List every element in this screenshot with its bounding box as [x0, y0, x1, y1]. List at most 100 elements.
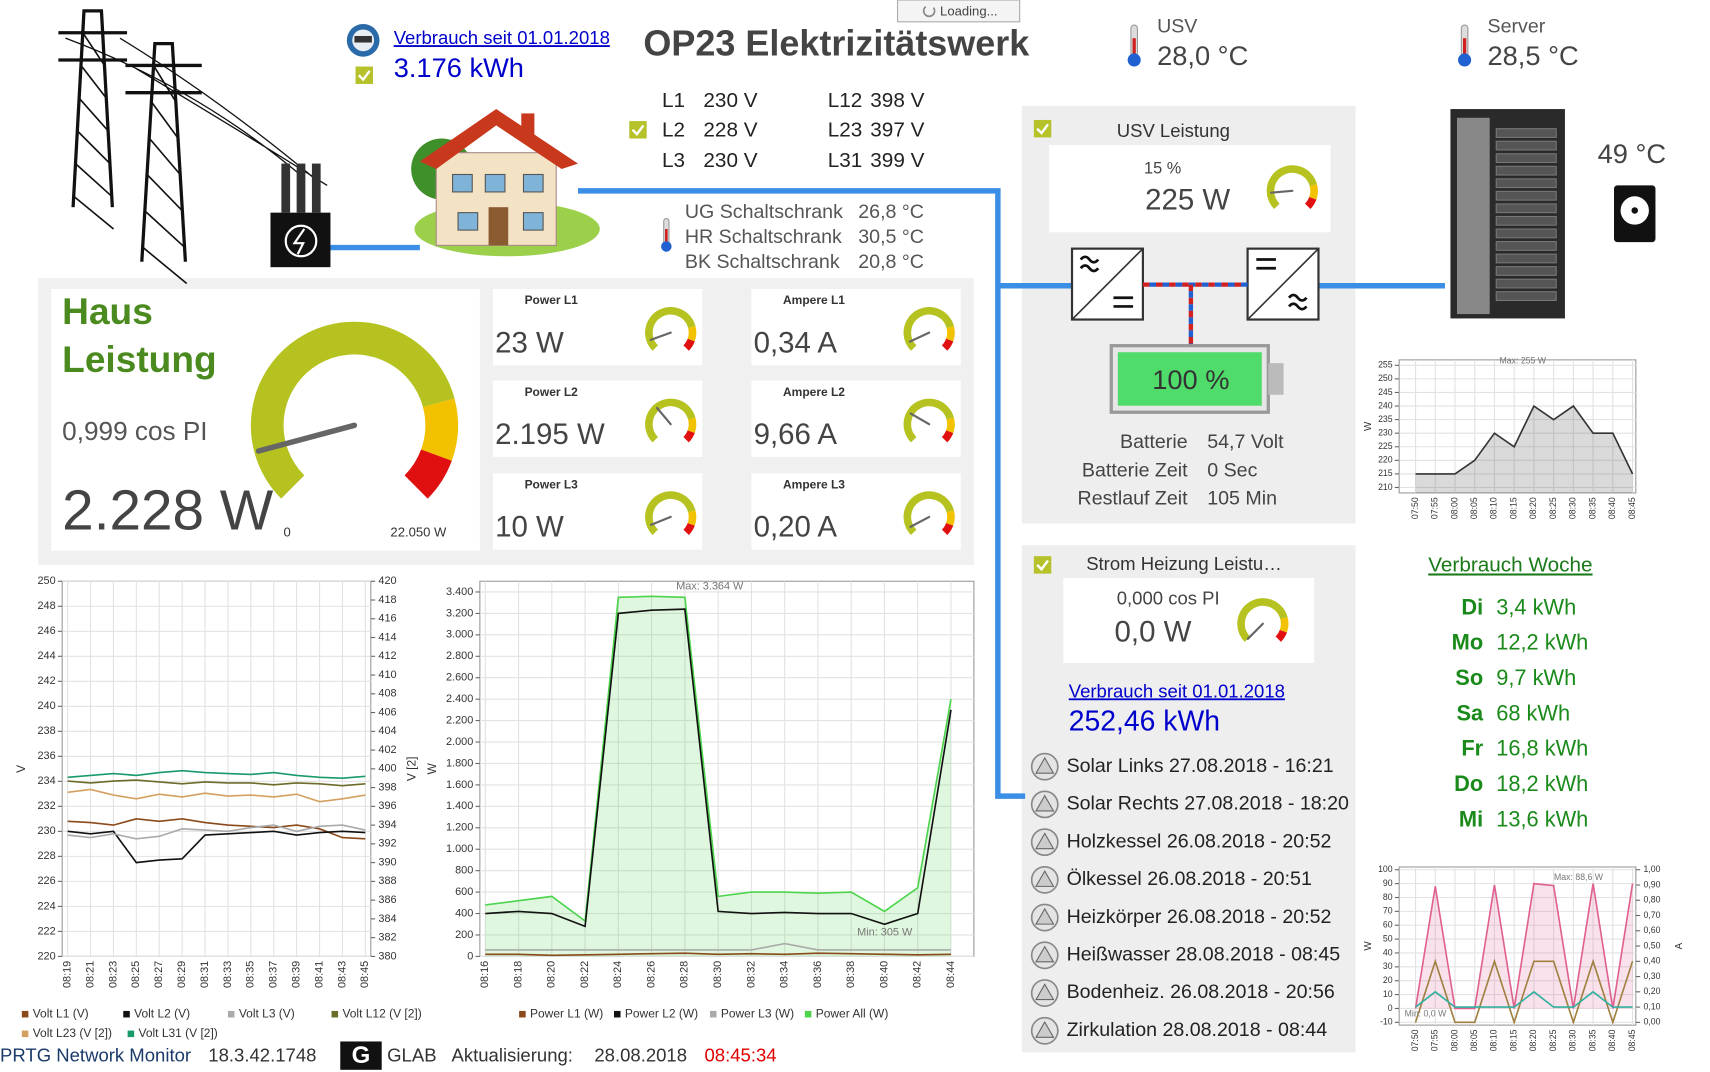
- legend-entry: Volt L12 (V [2]): [342, 1006, 421, 1020]
- x-tick-label: 08:10: [1489, 1029, 1499, 1051]
- y-tick-label: 10: [1383, 989, 1393, 999]
- y-tick-label: 388: [378, 875, 396, 887]
- y-tick-label: 1,00: [1643, 864, 1660, 874]
- x-tick-label: 08:05: [1469, 497, 1479, 519]
- pylon: [71, 9, 114, 208]
- annotation: Max: 88,6 W: [1554, 872, 1604, 882]
- y-tick-label: 408: [378, 688, 396, 700]
- gauge-max: 22.050 W: [390, 525, 447, 540]
- gauge-arc: [420, 398, 459, 461]
- server-unit: [1495, 140, 1557, 151]
- pylon: [142, 246, 188, 285]
- checkbox-icon: [1033, 119, 1052, 138]
- legend-swatch: [331, 1010, 339, 1018]
- y-axis-label: W: [425, 762, 439, 774]
- pylon: [78, 97, 109, 132]
- series-area: [485, 596, 951, 957]
- thermometer-icon: [661, 241, 672, 252]
- gauge-needle: [649, 515, 672, 526]
- window: [452, 173, 473, 193]
- y-tick-label: 1.800: [446, 757, 473, 769]
- pylon: [76, 130, 111, 165]
- chimney: [521, 113, 535, 136]
- panel-title: Haus: [62, 290, 153, 332]
- consumption-link[interactable]: Verbrauch seit 01.01.2018: [394, 27, 610, 48]
- y-tick-label: 2.600: [446, 672, 473, 684]
- tile-label: Ampere L3: [783, 477, 845, 491]
- pylon: [148, 137, 181, 176]
- x-tick-label: 08:35: [1587, 1029, 1597, 1051]
- gauge-arc: [903, 307, 954, 351]
- transformer: [270, 212, 331, 268]
- x-tick-label: 08:33: [222, 961, 234, 988]
- legend-swatch: [227, 1010, 235, 1018]
- sensor-status: Holzkessel 26.08.2018 - 20:52: [1067, 830, 1332, 852]
- server-unit: [1495, 241, 1557, 251]
- x-tick-label: 08:20: [546, 961, 558, 988]
- x-tick-label: 08:16: [479, 961, 491, 988]
- tile: [1063, 577, 1315, 664]
- x-tick-label: 08:35: [1587, 497, 1597, 519]
- cabinet-temp: 30,5 °C: [858, 226, 924, 248]
- y-tick-label: 0,30: [1643, 971, 1660, 981]
- status-icon: [1035, 832, 1055, 850]
- y-tick-label: 3.400: [446, 586, 473, 598]
- consumption-value: 3.176 kWh: [394, 52, 524, 83]
- y-tick-label: 220: [1378, 455, 1393, 465]
- series-area: [1415, 406, 1633, 493]
- footer-version: 18.3.42.1748: [208, 1045, 316, 1066]
- logo: [340, 1041, 382, 1070]
- usv-value: 225 W: [1145, 184, 1230, 217]
- y-tick-label: 0,00: [1643, 1017, 1660, 1027]
- check-mark: [1036, 559, 1049, 572]
- annotation: Min: 305 W: [857, 926, 913, 938]
- gauge-arc: [1304, 196, 1317, 209]
- x-tick-label: 08:15: [1508, 497, 1518, 519]
- plot-area: [1398, 866, 1637, 1026]
- x-tick-label: 08:24: [612, 961, 624, 988]
- check-mark: [1036, 123, 1049, 135]
- y-tick-label: 1.000: [446, 843, 473, 855]
- y-tick-label: 404: [378, 725, 396, 737]
- y-tick-label: 246: [37, 625, 55, 637]
- x-tick-label: 08:38: [845, 961, 857, 988]
- thermometer-icon: [665, 229, 668, 245]
- gauge-arc: [941, 430, 954, 443]
- footer-product: PRTG Network Monitor: [0, 1045, 191, 1066]
- x-tick-label: 08:36: [812, 961, 824, 988]
- legend-swatch: [21, 1030, 29, 1038]
- cos-phi: 0,000 cos PI: [1117, 588, 1220, 609]
- x-tick-label: 08:34: [779, 961, 791, 988]
- y-tick-label: 400: [378, 763, 396, 775]
- consumption-link[interactable]: Verbrauch seit 01.01.2018: [1069, 680, 1285, 701]
- phase-label: L3: [662, 149, 685, 172]
- insulator: [296, 163, 306, 213]
- week-title[interactable]: Verbrauch Woche: [1428, 553, 1592, 576]
- usv-percent: 15 %: [1144, 159, 1181, 177]
- tile-value: 2.195 W: [495, 418, 605, 451]
- y-tick-label: 392: [378, 838, 396, 850]
- server-unit: [1495, 266, 1557, 276]
- gauge-arc: [941, 522, 954, 536]
- gauge-arc: [645, 307, 696, 351]
- x-tick-label: 08:00: [1449, 497, 1459, 519]
- gauge-needle: [1246, 622, 1264, 640]
- y-tick-label: 0,20: [1643, 986, 1660, 996]
- cabinet-label: BK Schaltschrank: [685, 251, 840, 273]
- y-tick-label: 0,40: [1643, 956, 1660, 966]
- x-tick-label: 08:19: [62, 961, 74, 988]
- x-tick-label: 07:50: [1410, 1029, 1420, 1051]
- tile-label: Power L3: [525, 477, 579, 491]
- y-tick-label: 240: [37, 700, 55, 712]
- gauge-needle: [649, 331, 672, 341]
- lightning: [292, 228, 306, 255]
- y-tick-label: 222: [37, 925, 55, 937]
- gauge-needle: [908, 331, 931, 343]
- y-axis-label: W: [1363, 941, 1374, 951]
- y-tick-label: 0,10: [1643, 1001, 1660, 1011]
- battery-percent: 100 %: [1152, 364, 1229, 395]
- panel-title: Strom Heizung Leistu…: [1086, 553, 1282, 574]
- y-tick-label: 398: [378, 781, 396, 793]
- y-tick-label: 250: [37, 575, 55, 587]
- x-tick-label: 08:39: [291, 961, 303, 988]
